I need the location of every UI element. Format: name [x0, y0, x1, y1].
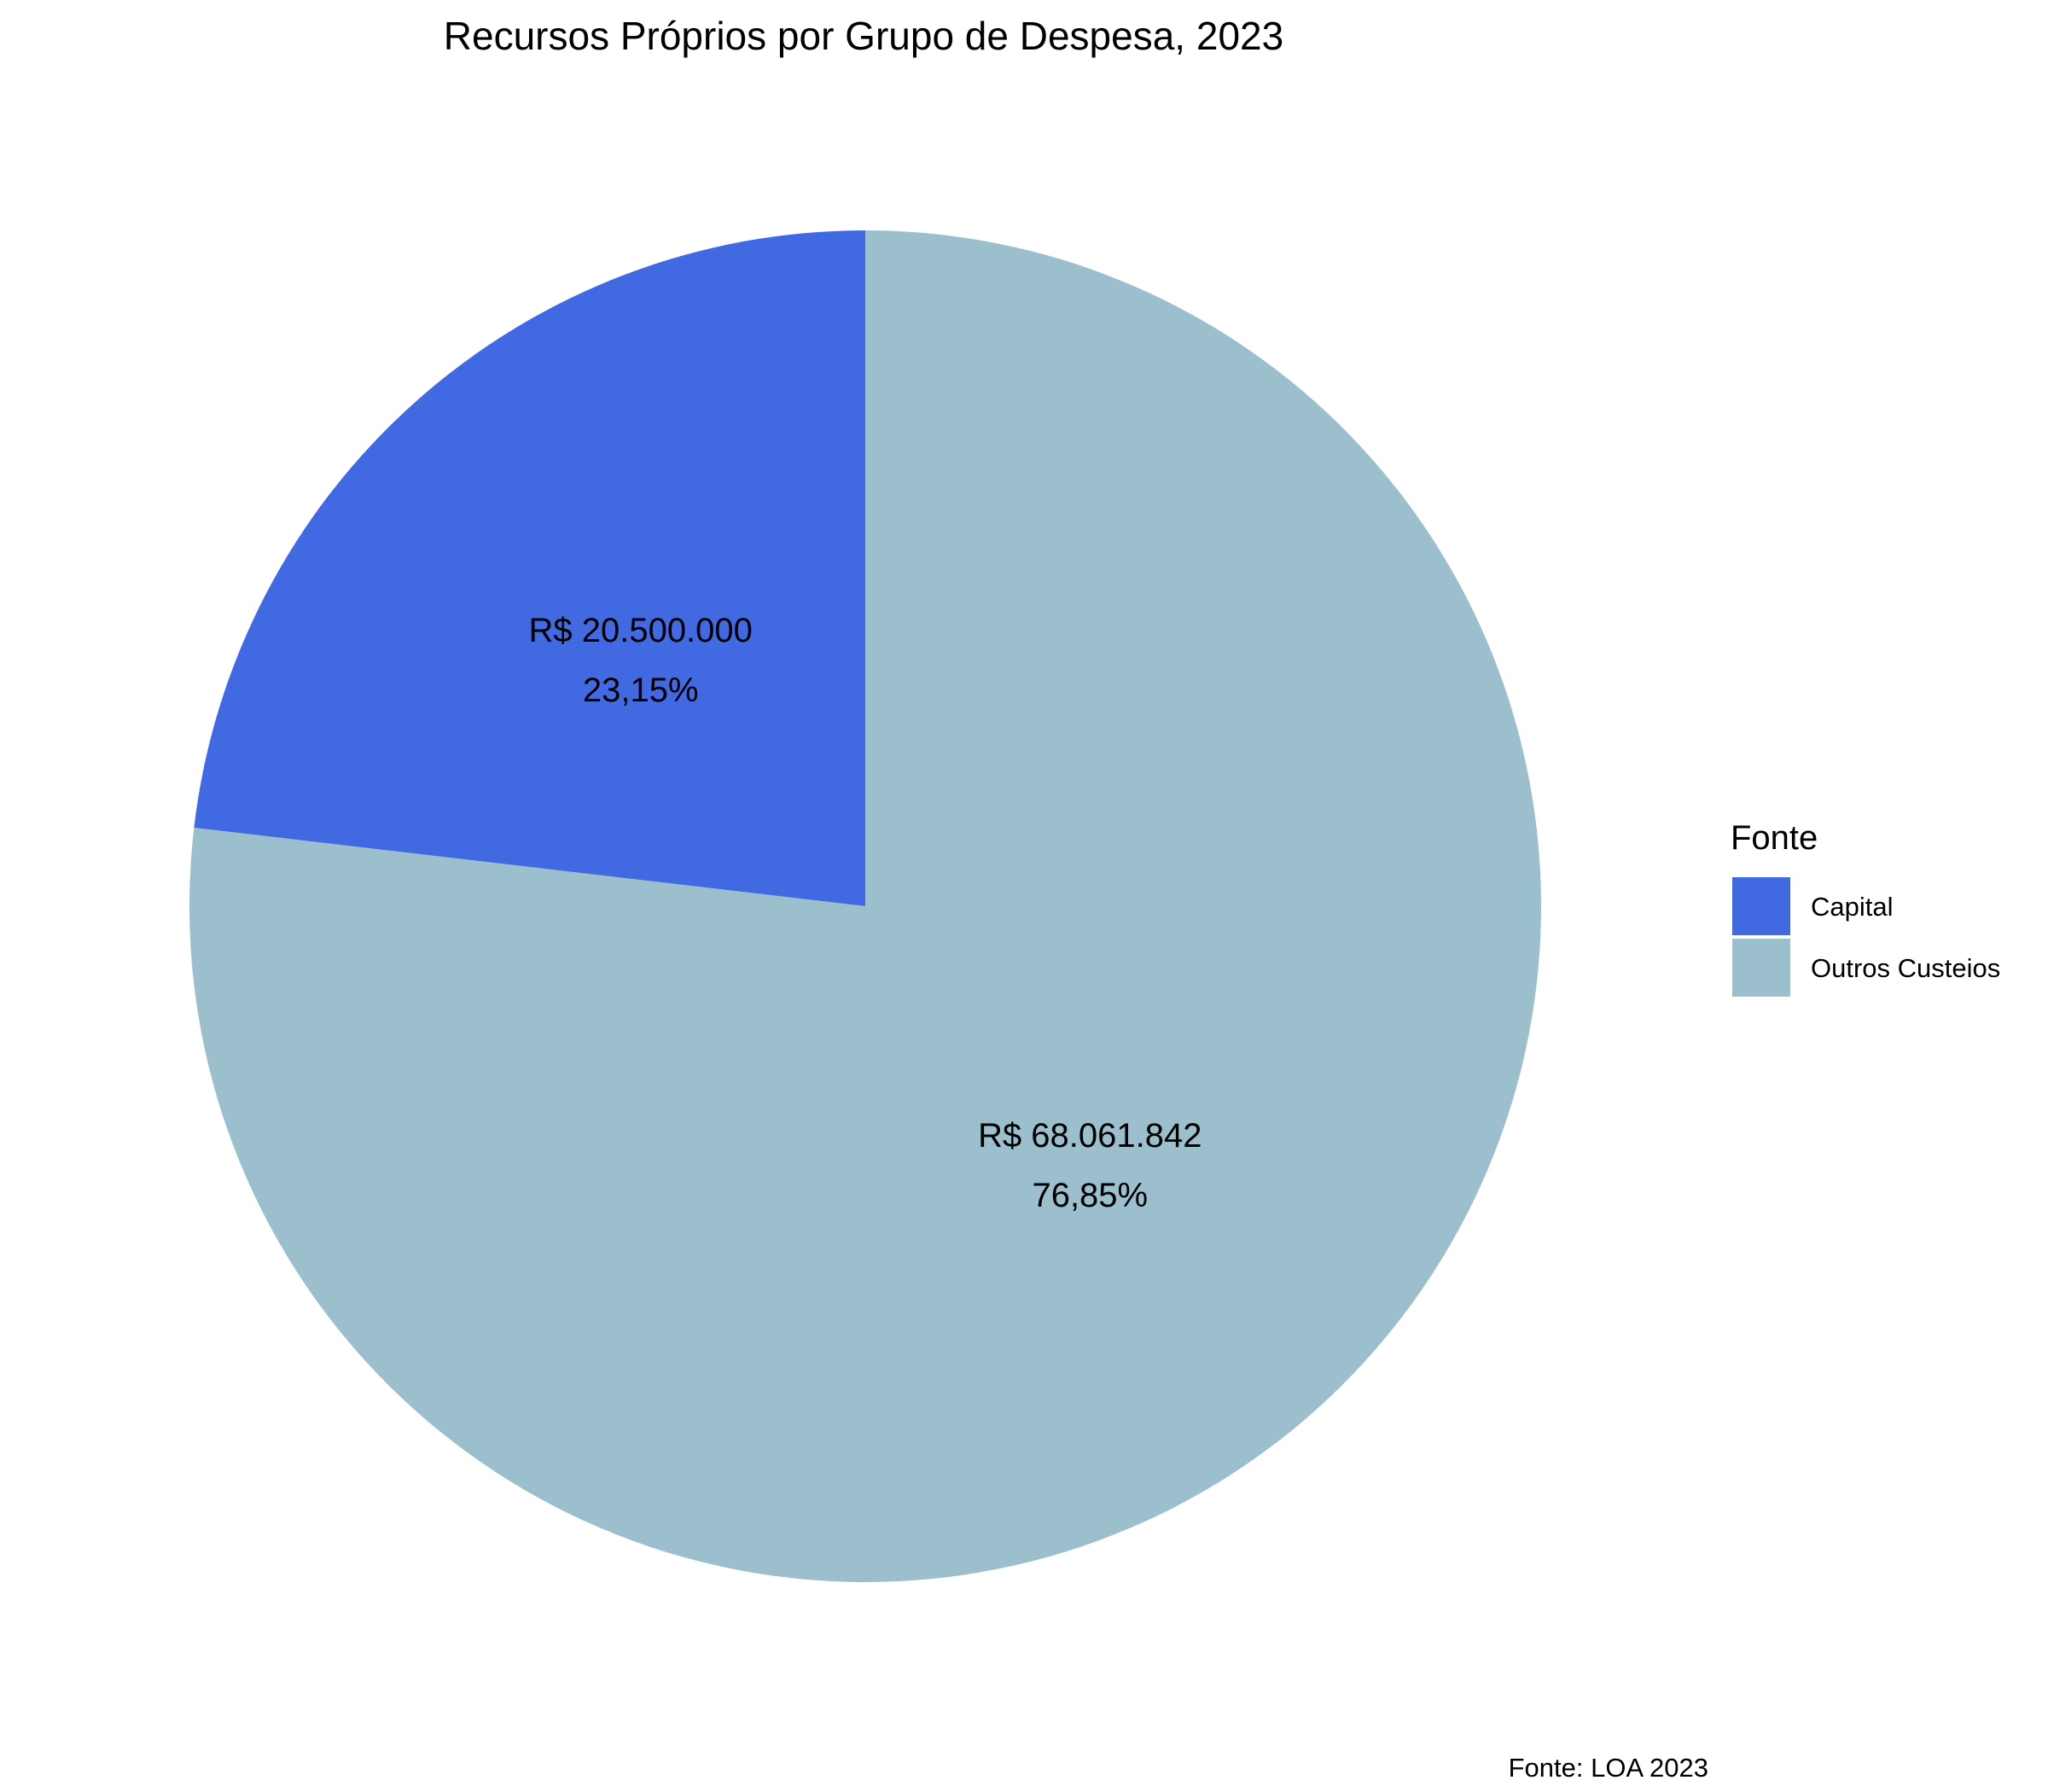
pie-slice-outros-custeios [189, 230, 1542, 1583]
slice-percent-label: 76,85% [1032, 1177, 1148, 1214]
legend-label-capital: Capital [1811, 892, 1894, 922]
legend-swatch-outros-custeios [1732, 939, 1790, 997]
legend-label-outros-custeios: Outros Custeios [1811, 953, 2000, 983]
chart-title: Recursos Próprios por Grupo de Despesa, … [444, 14, 1283, 58]
chart-caption: Fonte: LOA 2023 [1509, 1753, 1708, 1783]
pie-slice-capital [194, 230, 866, 906]
legend-items: Capital Outros Custeios [1732, 877, 2000, 997]
pie-slices [189, 230, 1542, 1583]
legend-swatch-capital [1732, 877, 1790, 935]
slice-percent-label: 23,15% [583, 672, 699, 709]
slice-value-label: R$ 68.061.842 [978, 1117, 1201, 1155]
slice-value-label: R$ 20.500.000 [528, 612, 752, 649]
pie-slice-labels: R$ 20.500.000 23,15% R$ 68.061.842 76,85% [528, 612, 1201, 1214]
legend: Fonte Capital Outros Custeios [1731, 819, 2000, 997]
legend-title: Fonte [1731, 819, 1818, 857]
